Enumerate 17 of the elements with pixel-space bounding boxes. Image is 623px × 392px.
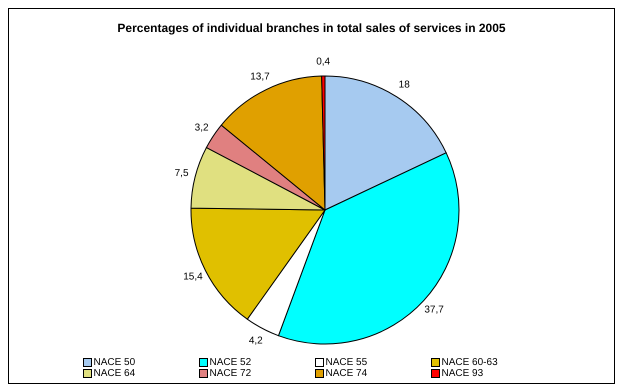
legend-label: NACE 55	[326, 357, 368, 368]
legend-label: NACE 52	[210, 357, 252, 368]
chart-title: Percentages of individual branches in total sales of services in 2005	[116, 21, 507, 35]
data-label: 13,7	[250, 72, 270, 83]
legend-label: NACE 93	[442, 368, 484, 379]
data-label: 18	[398, 79, 410, 90]
data-label: 3,2	[194, 122, 210, 134]
data-label: 37,7	[424, 304, 444, 316]
legend-label: NACE 60-63	[442, 357, 498, 368]
legend-label: NACE 64	[94, 368, 136, 379]
data-label: 15,4	[183, 271, 204, 282]
legend-label: NACE 50	[94, 357, 136, 368]
data-label: 7,5	[174, 168, 189, 179]
data-label: 0,4	[316, 56, 331, 68]
data-label: 4,2	[248, 335, 264, 346]
legend-label: NACE 72	[210, 368, 252, 379]
legend-label: NACE 74	[326, 368, 368, 379]
